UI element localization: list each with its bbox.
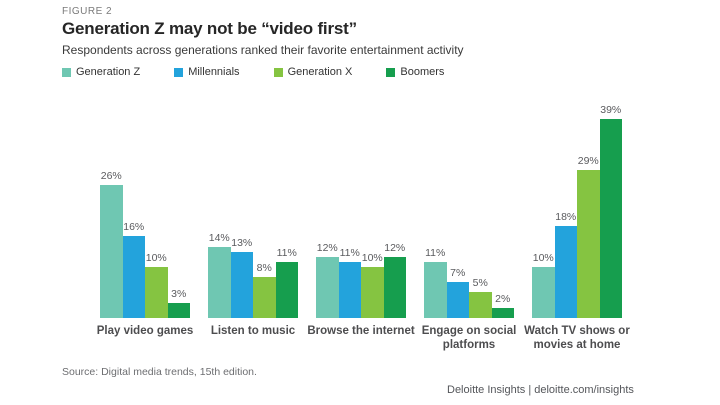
bar-value-label: 13% <box>231 237 253 249</box>
bar-col-boomers-watch-tv-shows-or-movies-at-home: 39% <box>599 104 622 318</box>
legend-label-generation-z: Generation Z <box>76 66 141 78</box>
category-label-play-video-games: Play video games <box>96 325 194 337</box>
chart-title: Generation Z may not be “video first” <box>62 19 357 38</box>
chart-subtitle: Respondents across generations ranked th… <box>62 43 464 57</box>
bar-value-label: 10% <box>532 252 554 264</box>
bar-value-label: 14% <box>208 232 230 244</box>
legend-swatch-millennials <box>174 67 184 77</box>
bar-boomers-engage-on-social-platforms <box>491 308 514 318</box>
bar-value-label: 11% <box>425 247 446 259</box>
bar-col-boomers-engage-on-social-platforms: 2% <box>491 293 514 318</box>
legend-label-generation-x: Generation X <box>287 66 353 78</box>
bar-col-millennials-browse-the-internet: 11% <box>338 247 361 318</box>
bar-generation-z-play-video-games <box>100 185 123 318</box>
bar-value-label: 26% <box>100 170 122 182</box>
bar-value-label: 16% <box>123 221 145 233</box>
bar-col-generation-z-browse-the-internet: 12% <box>316 242 339 318</box>
legend-swatch-boomers <box>386 67 396 77</box>
bars-row-engage-on-social-platforms: 11% 7% 5% 2% <box>424 106 514 318</box>
bar-value-label: 12% <box>316 242 338 254</box>
category-label-watch-tv-shows-or-movies-at-home: Watch TV shows or movies at home <box>524 325 630 352</box>
bar-group-listen-to-music: 14% 13% 8% 11% Listen to music <box>208 106 298 338</box>
bar-boomers-watch-tv-shows-or-movies-at-home <box>599 119 622 318</box>
bar-col-boomers-play-video-games: 3% <box>167 288 190 318</box>
bar-col-generation-x-play-video-games: 10% <box>145 252 168 318</box>
bar-millennials-engage-on-social-platforms <box>446 282 469 318</box>
category-label-browse-the-internet: Browse the internet <box>307 325 415 337</box>
bar-value-label: 12% <box>384 242 406 254</box>
bar-millennials-browse-the-internet <box>338 262 361 318</box>
legend-item-millennials: Millennials <box>174 66 240 78</box>
bar-value-label: 5% <box>472 277 488 289</box>
bar-value-label: 8% <box>256 262 272 274</box>
bar-boomers-browse-the-internet <box>383 257 406 318</box>
bar-boomers-listen-to-music <box>275 262 298 318</box>
bar-col-millennials-engage-on-social-platforms: 7% <box>446 267 469 318</box>
bar-value-label: 3% <box>171 288 187 300</box>
bar-col-millennials-play-video-games: 16% <box>122 221 145 318</box>
bar-generation-x-listen-to-music <box>253 277 276 318</box>
bar-value-label: 39% <box>600 104 622 116</box>
bar-value-label: 11% <box>339 247 360 259</box>
bar-col-boomers-browse-the-internet: 12% <box>383 242 406 318</box>
bar-col-millennials-listen-to-music: 13% <box>230 237 253 318</box>
bar-generation-z-engage-on-social-platforms <box>424 262 447 318</box>
bar-group-watch-tv-shows-or-movies-at-home: 10% 18% 29% 39% Watch TV shows or movies at … <box>524 104 630 353</box>
legend-item-boomers: Boomers <box>386 66 444 78</box>
bar-col-generation-z-engage-on-social-platforms: 11% <box>424 247 447 318</box>
bar-value-label: 11% <box>276 247 297 259</box>
bar-generation-x-engage-on-social-platforms <box>469 292 492 318</box>
bar-boomers-play-video-games <box>167 303 190 318</box>
bar-value-label: 10% <box>361 252 383 264</box>
category-label-listen-to-music: Listen to music <box>210 325 296 337</box>
bar-col-generation-x-watch-tv-shows-or-movies-at-home: 29% <box>577 155 600 318</box>
bar-col-generation-z-play-video-games: 26% <box>100 170 123 318</box>
bar-col-millennials-watch-tv-shows-or-movies-at-home: 18% <box>554 211 577 318</box>
bar-value-label: 18% <box>555 211 577 223</box>
bar-millennials-play-video-games <box>122 236 145 318</box>
chart-legend: Generation Z Millennials Generation X Boome… <box>62 66 444 78</box>
bar-col-generation-x-engage-on-social-platforms: 5% <box>469 277 492 318</box>
bars-row-browse-the-internet: 12% 11% 10% 12% <box>316 106 406 318</box>
bar-col-generation-x-listen-to-music: 8% <box>253 262 276 318</box>
bar-col-generation-z-watch-tv-shows-or-movies-at-home: 10% <box>532 252 555 318</box>
bar-generation-x-browse-the-internet <box>361 267 384 318</box>
deloitte-branding: Deloitte Insights | deloitte.com/insight… <box>447 384 634 396</box>
legend-item-generation-z: Generation Z <box>62 66 140 78</box>
figure-label: FIGURE 2 <box>62 6 113 17</box>
legend-item-generation-x: Generation X <box>273 66 353 78</box>
legend-swatch-generation-x <box>273 67 283 77</box>
category-label-engage-on-social-platforms: Engage on social platforms <box>421 325 517 352</box>
bar-millennials-listen-to-music <box>230 252 253 318</box>
bar-col-generation-x-browse-the-internet: 10% <box>361 252 384 318</box>
bar-generation-z-listen-to-music <box>208 247 231 318</box>
bar-col-generation-z-listen-to-music: 14% <box>208 232 231 318</box>
source-note: Source: Digital media trends, 15th editi… <box>62 366 257 378</box>
bar-col-boomers-listen-to-music: 11% <box>275 247 298 318</box>
bar-chart: 26% 16% 10% 3% Play video games 14% 13% 8% 11% Li… <box>97 104 630 353</box>
bar-generation-x-play-video-games <box>145 267 168 318</box>
bar-group-browse-the-internet: 12% 11% 10% 12% Browse the internet <box>307 106 414 338</box>
bar-value-label: 2% <box>495 293 511 305</box>
legend-label-millennials: Millennials <box>188 66 240 78</box>
legend-swatch-generation-z <box>62 67 71 77</box>
bars-row-watch-tv-shows-or-movies-at-home: 10% 18% 29% 39% <box>532 104 622 318</box>
bar-group-engage-on-social-platforms: 11% 7% 5% 2% Engage on social platforms <box>422 106 517 353</box>
legend-label-boomers: Boomers <box>400 66 445 78</box>
bar-value-label: 10% <box>145 252 167 264</box>
bars-row-listen-to-music: 14% 13% 8% 11% <box>208 106 298 318</box>
bar-value-label: 29% <box>577 155 599 167</box>
bars-row-play-video-games: 26% 16% 10% 3% <box>100 106 190 318</box>
bar-generation-x-watch-tv-shows-or-movies-at-home <box>577 170 600 318</box>
bar-group-play-video-games: 26% 16% 10% 3% Play video games <box>97 106 194 338</box>
bar-millennials-watch-tv-shows-or-movies-at-home <box>554 226 577 318</box>
bar-generation-z-browse-the-internet <box>316 257 339 318</box>
bar-value-label: 7% <box>450 267 466 279</box>
bar-generation-z-watch-tv-shows-or-movies-at-home <box>532 267 555 318</box>
